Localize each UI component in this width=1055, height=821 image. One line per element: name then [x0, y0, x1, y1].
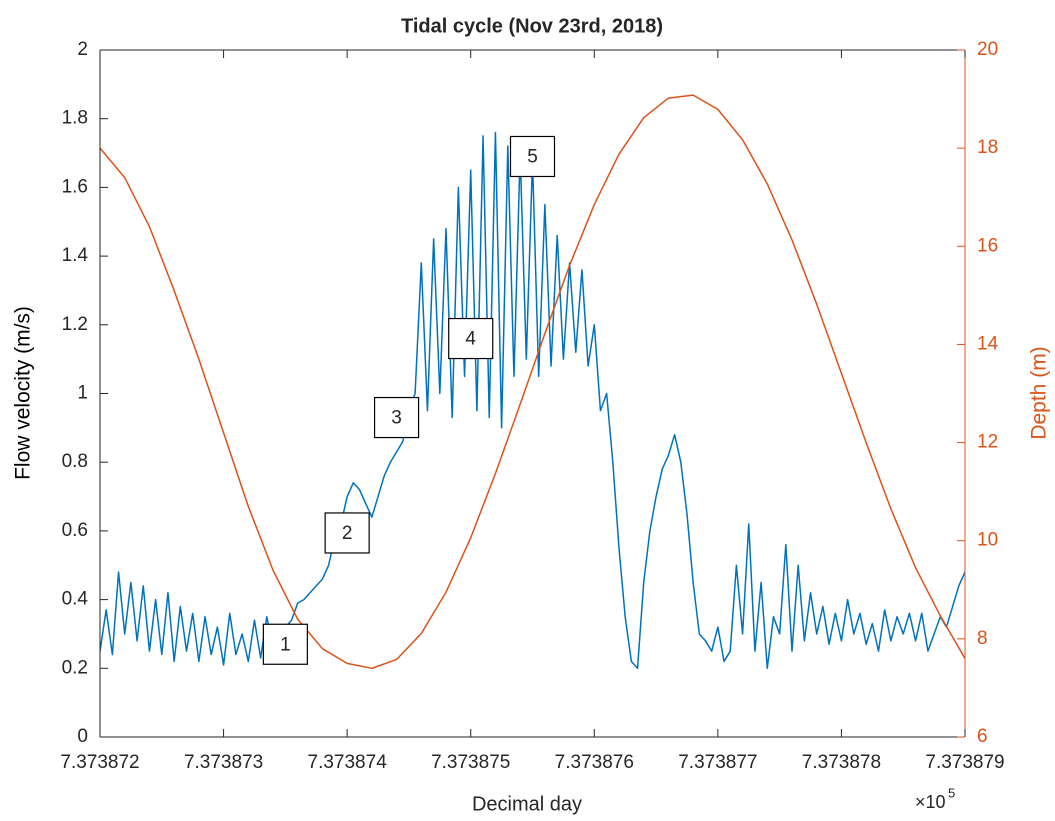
chart-title: Tidal cycle (Nov 23rd, 2018) — [401, 15, 663, 37]
data-line — [99, 131, 966, 670]
x-scale-label: ×10 — [915, 792, 946, 812]
y-axis-label: Flow velocity (m/s) — [12, 306, 35, 480]
y2-tick-label: 16 — [977, 235, 998, 256]
y2-tick-label: 14 — [977, 333, 999, 354]
annotation-box — [509, 135, 556, 178]
annotation-text: 3 — [391, 408, 402, 429]
y-tick-label: 0.8 — [62, 451, 88, 472]
y2-tick-label: 20 — [977, 39, 998, 60]
annotation-box — [448, 317, 494, 360]
x-tick-label: 7.373874 — [308, 752, 388, 773]
y-tick-label: 0.6 — [62, 520, 88, 541]
y2-axis-label: Depth (m) — [1028, 346, 1051, 439]
x-tick-label: 7.373878 — [802, 752, 881, 773]
y2-tick-label: 6 — [977, 726, 988, 747]
annotation-text: 4 — [465, 329, 476, 350]
y-tick-label: 1 — [77, 383, 88, 404]
y-tick-label: 1.2 — [62, 314, 88, 335]
x-scale-exponent: 5 — [948, 785, 955, 800]
x-axis-label: Decimal day — [472, 793, 582, 815]
x-tick-label: 7.373875 — [431, 752, 510, 773]
annotation-text: 1 — [280, 634, 291, 655]
y2-tick-label: 8 — [977, 628, 988, 649]
y2-tick-label: 12 — [977, 432, 998, 453]
x-tick-label: 7.373879 — [925, 752, 1004, 773]
x-tick-label: 7.373872 — [60, 752, 139, 773]
annotation-box — [324, 512, 370, 554]
x-tick-label: 7.373876 — [555, 752, 634, 773]
y-tick-label: 0.2 — [62, 657, 88, 678]
data-line — [99, 94, 966, 670]
y-tick-label: 0.4 — [62, 589, 89, 610]
y-tick-label: 1.6 — [62, 176, 88, 197]
y2-tick-label: 18 — [977, 137, 998, 158]
y-tick-label: 1.4 — [62, 245, 89, 266]
annotation-text: 5 — [527, 147, 538, 168]
x-tick-label: 7.373873 — [184, 752, 263, 773]
x-tick-label: 7.373877 — [678, 752, 757, 773]
y-tick-label: 2 — [77, 39, 88, 60]
annotation-box — [262, 623, 308, 665]
y-tick-label: 1.8 — [62, 108, 88, 129]
annotation-text: 2 — [342, 523, 353, 544]
y-tick-label: 0 — [77, 726, 88, 747]
y2-tick-label: 10 — [977, 530, 998, 551]
annotation-box — [373, 396, 420, 439]
